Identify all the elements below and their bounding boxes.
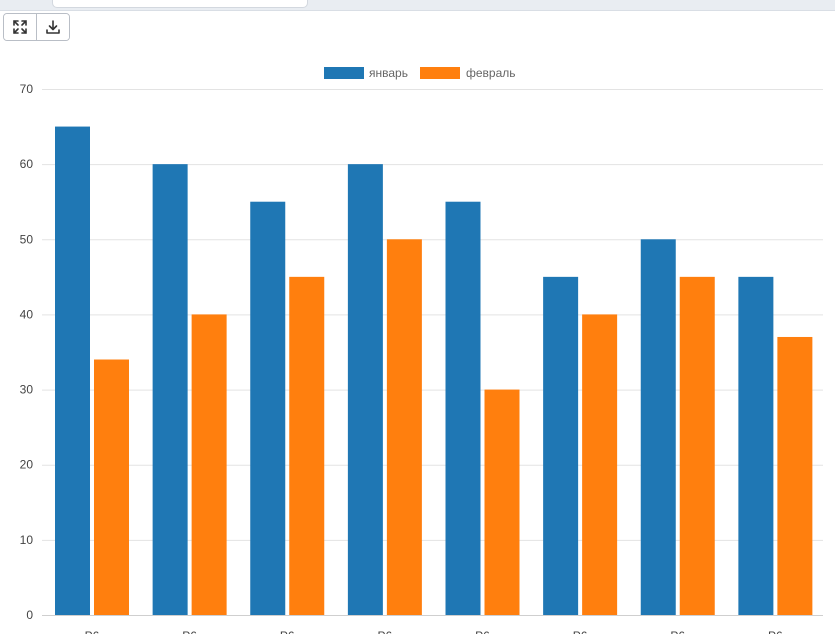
y-tick-label: 20 bbox=[20, 458, 34, 472]
bar-series1[interactable] bbox=[55, 126, 90, 616]
x-tick-label: P6 bbox=[85, 629, 100, 634]
download-button[interactable] bbox=[36, 14, 69, 40]
fullscreen-button[interactable] bbox=[4, 14, 36, 40]
legend-label: февраль bbox=[466, 66, 516, 80]
bar-series2[interactable] bbox=[386, 239, 422, 616]
legend-label: январь bbox=[369, 66, 408, 80]
legend-swatch bbox=[324, 67, 364, 79]
bar-series2[interactable] bbox=[679, 276, 715, 615]
legend[interactable]: январь февраль bbox=[324, 66, 516, 80]
x-tick-label: P6 bbox=[573, 629, 588, 634]
legend-item[interactable]: январь bbox=[324, 66, 408, 80]
y-tick-label: 0 bbox=[26, 608, 33, 622]
bar-series2[interactable] bbox=[582, 314, 618, 615]
top-bar bbox=[0, 0, 835, 11]
axes: 0 10 20 30 40 50 60 70 P6 P6 P6 P6 P6 P6 P6 P6 bbox=[20, 82, 823, 634]
chart-toolbar bbox=[3, 13, 70, 41]
bar-series1[interactable] bbox=[347, 164, 383, 615]
y-tick-label: 10 bbox=[20, 533, 34, 547]
bar-series1[interactable] bbox=[152, 164, 188, 615]
bar-series1[interactable] bbox=[543, 276, 579, 615]
y-tick-label: 40 bbox=[20, 307, 34, 321]
legend-swatch bbox=[420, 67, 460, 79]
y-tick-label: 60 bbox=[20, 157, 34, 171]
x-tick-label: P6 bbox=[670, 629, 685, 634]
top-input-field[interactable] bbox=[52, 0, 308, 8]
x-tick-label: P6 bbox=[182, 629, 197, 634]
bar-series1[interactable] bbox=[640, 239, 676, 616]
y-tick-label: 50 bbox=[20, 232, 34, 246]
bar-series2[interactable] bbox=[777, 336, 813, 615]
y-tick-label: 30 bbox=[20, 383, 34, 397]
y-tick-label: 70 bbox=[20, 82, 34, 96]
bar-series1[interactable] bbox=[250, 201, 286, 615]
x-tick-label: P6 bbox=[475, 629, 490, 634]
bar-series1[interactable] bbox=[738, 276, 774, 615]
bar-series2[interactable] bbox=[94, 359, 129, 615]
bar-series2[interactable] bbox=[289, 276, 325, 615]
bar-series2[interactable] bbox=[191, 314, 227, 615]
x-tick-label: P6 bbox=[378, 629, 393, 634]
x-tick-label: P6 bbox=[768, 629, 783, 634]
legend-item[interactable]: февраль bbox=[420, 66, 516, 80]
bars bbox=[55, 126, 813, 616]
bar-series2[interactable] bbox=[484, 389, 520, 615]
expand-icon bbox=[13, 20, 27, 34]
download-icon bbox=[46, 20, 60, 34]
x-tick-label: P6 bbox=[280, 629, 295, 634]
bar-series1[interactable] bbox=[445, 201, 481, 615]
